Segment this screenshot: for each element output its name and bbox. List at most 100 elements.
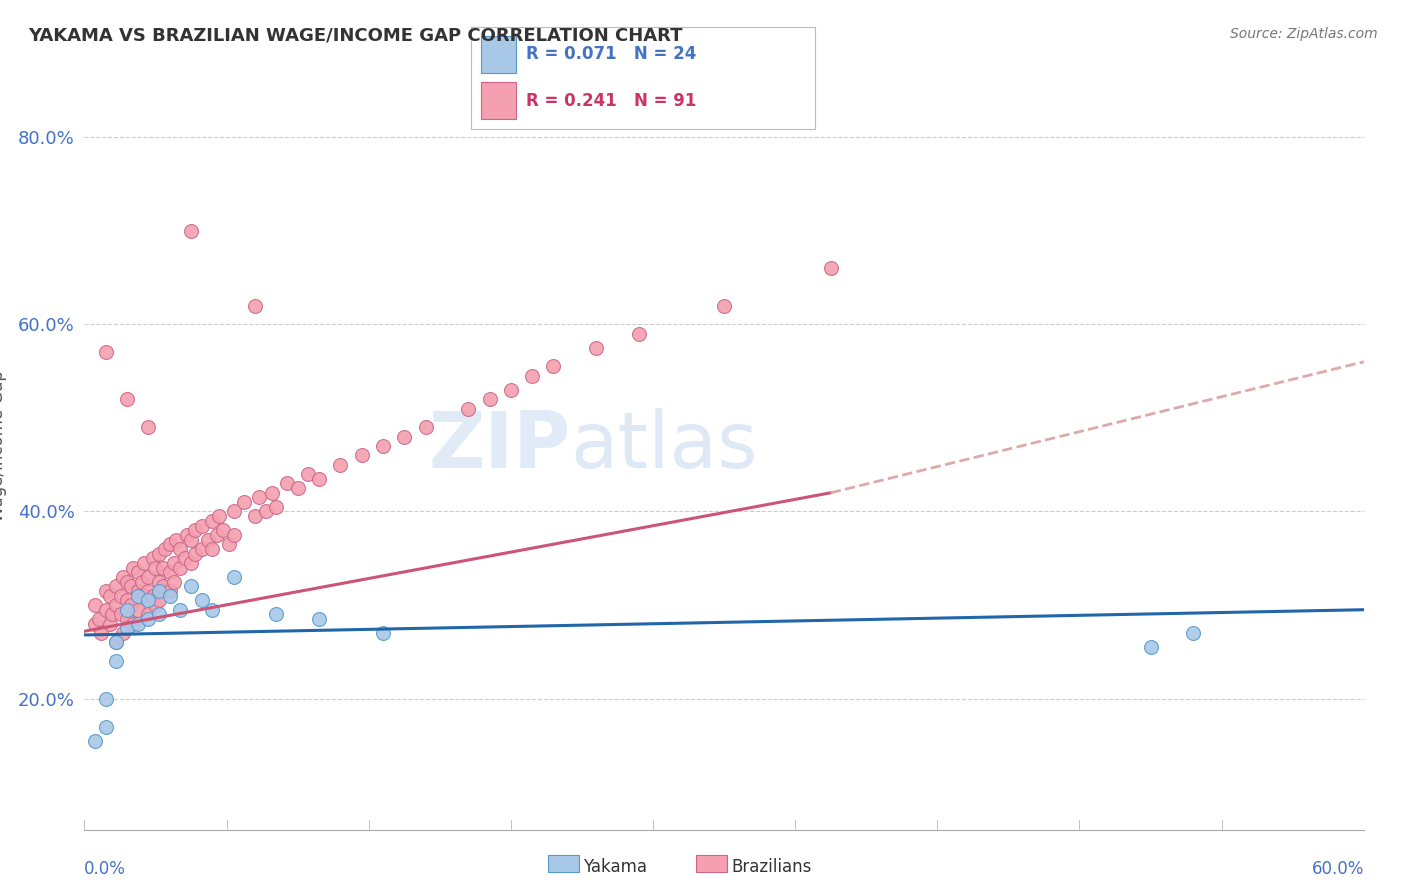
Point (115, 574, 138, 589)
Point (110, 607, 132, 622)
Point (115, 392, 138, 407)
Point (415, 420, 437, 434)
Point (173, 551, 195, 566)
Point (148, 574, 170, 589)
Point (1139, 640, 1161, 654)
Point (371, 626, 394, 640)
Point (264, 500, 288, 514)
Point (105, 654, 128, 668)
Point (222, 570, 245, 584)
Point (169, 560, 191, 574)
Point (276, 476, 298, 491)
Point (132, 556, 155, 570)
Point (138, 570, 160, 584)
Point (143, 560, 166, 574)
Point (94, 603, 117, 617)
Point (111, 626, 134, 640)
Point (111, 570, 134, 584)
Point (201, 541, 224, 556)
Text: R = 0.241   N = 91: R = 0.241 N = 91 (526, 92, 696, 110)
Point (84, 598, 107, 612)
Y-axis label: Wage/Income Gap: Wage/Income Gap (0, 370, 7, 522)
Point (190, 593, 212, 607)
Point (138, 584, 160, 599)
Point (287, 481, 309, 495)
Point (297, 467, 319, 481)
Point (127, 566, 149, 580)
Point (222, 528, 245, 542)
Text: Source: ZipAtlas.com: Source: ZipAtlas.com (1230, 27, 1378, 41)
Point (138, 593, 160, 607)
Text: 0.0%: 0.0% (84, 860, 127, 879)
Point (155, 541, 177, 556)
Point (84, 733, 107, 747)
Point (101, 607, 124, 622)
Point (243, 299, 266, 313)
Point (254, 504, 277, 518)
Point (233, 495, 256, 509)
Point (148, 584, 170, 599)
Point (457, 401, 479, 416)
Point (89, 612, 111, 626)
Point (205, 528, 228, 542)
Point (212, 523, 235, 537)
Point (98, 589, 121, 603)
Point (201, 603, 224, 617)
Point (163, 574, 186, 589)
Point (98, 616, 121, 631)
Point (138, 607, 160, 622)
Point (247, 491, 270, 505)
Point (152, 579, 174, 593)
Point (208, 509, 231, 524)
Point (90, 626, 112, 640)
Point (127, 616, 149, 631)
Point (115, 622, 138, 636)
Text: Yakama: Yakama (583, 858, 648, 876)
Point (520, 368, 543, 383)
Point (627, 326, 650, 341)
Point (84, 616, 107, 631)
Text: ZIP: ZIP (429, 408, 571, 484)
Point (142, 589, 165, 603)
Point (243, 509, 266, 524)
Point (122, 560, 145, 574)
Point (105, 579, 128, 593)
Point (94, 584, 117, 599)
Point (159, 589, 181, 603)
Point (264, 607, 288, 622)
Bar (481, 36, 516, 73)
Point (585, 341, 607, 355)
Point (115, 603, 138, 617)
Point (159, 584, 181, 599)
Point (169, 541, 191, 556)
Point (127, 584, 149, 599)
Point (143, 598, 166, 612)
Point (308, 612, 330, 626)
Point (105, 635, 128, 649)
Point (165, 533, 187, 547)
Point (110, 589, 132, 603)
Point (180, 224, 202, 238)
Point (142, 551, 165, 566)
Point (197, 533, 219, 547)
Point (222, 504, 245, 518)
Point (127, 589, 149, 603)
Point (94, 345, 117, 359)
Point (120, 598, 142, 612)
Point (260, 485, 283, 500)
Point (131, 574, 153, 589)
Point (394, 430, 416, 444)
Point (329, 458, 352, 472)
Point (820, 261, 842, 276)
Text: atlas: atlas (571, 408, 758, 484)
Point (132, 589, 155, 603)
Text: Brazilians: Brazilians (731, 858, 811, 876)
Point (478, 392, 501, 407)
Point (115, 593, 138, 607)
Point (138, 420, 160, 434)
Point (148, 607, 170, 622)
Point (169, 603, 191, 617)
Point (350, 448, 373, 462)
Text: YAKAMA VS BRAZILIAN WAGE/INCOME GAP CORRELATION CHART: YAKAMA VS BRAZILIAN WAGE/INCOME GAP CORR… (28, 27, 683, 45)
Point (713, 299, 735, 313)
